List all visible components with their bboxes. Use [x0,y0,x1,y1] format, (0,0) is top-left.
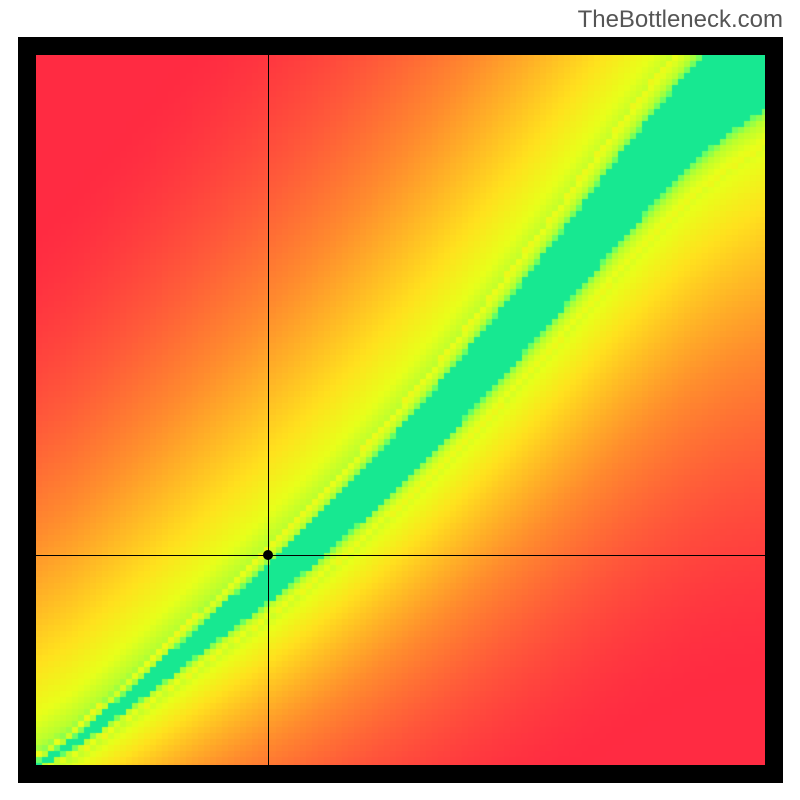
watermark-text: TheBottleneck.com [578,6,783,34]
crosshair-marker [263,550,273,560]
bottleneck-heatmap [36,55,765,765]
crosshair-vertical [268,55,269,765]
crosshair-horizontal [36,555,765,556]
